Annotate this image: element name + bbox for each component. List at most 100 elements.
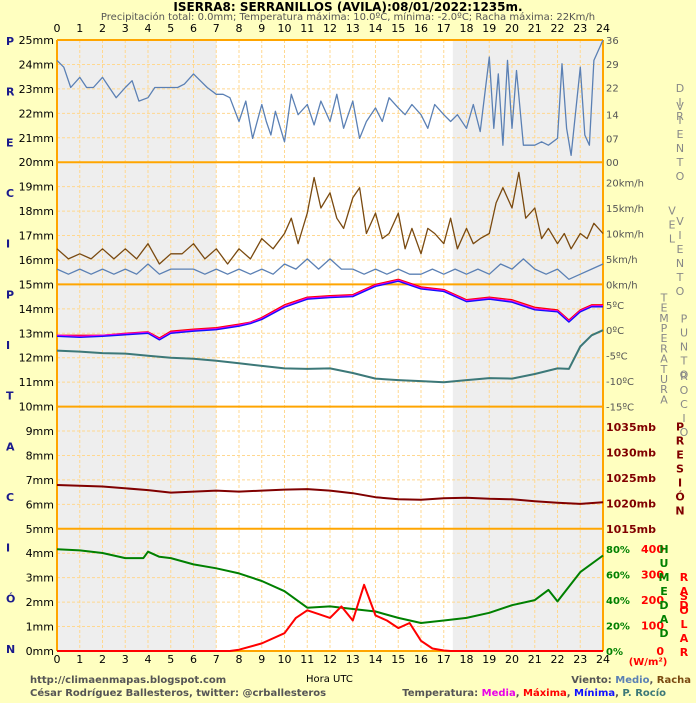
x-tick-bottom-15: 15 bbox=[391, 653, 405, 666]
temperature-tick-0: 5ºC bbox=[606, 301, 624, 312]
label-presion-2: E bbox=[676, 449, 684, 462]
humidity_solar-tick-3: 20% bbox=[606, 622, 630, 633]
precip-tick-19: 19mm bbox=[19, 181, 54, 194]
wind_speed-tick-0: 20km/h bbox=[606, 179, 644, 190]
precip-tick-18: 18mm bbox=[19, 205, 54, 218]
label-punto-0: P bbox=[681, 313, 688, 326]
label-humedad-5: A bbox=[660, 613, 669, 626]
label-temperatura-5: R bbox=[660, 342, 668, 355]
x-tick-top-4: 4 bbox=[145, 22, 152, 35]
temperature-tick-3: -10ºC bbox=[606, 377, 634, 388]
precip-tick-9: 9mm bbox=[26, 425, 54, 438]
x-tick-bottom-5: 5 bbox=[167, 653, 174, 666]
wind_direction-tick-1: 29 bbox=[606, 60, 619, 71]
x-tick-bottom-7: 7 bbox=[213, 653, 220, 666]
x-tick-bottom-10: 10 bbox=[278, 653, 292, 666]
x-tick-top-5: 5 bbox=[167, 22, 174, 35]
pressure-tick-0: 1035mb bbox=[606, 421, 656, 434]
wind_direction-tick-3: 14 bbox=[606, 111, 619, 122]
label-presion-1: R bbox=[676, 435, 685, 448]
temp-legend-sep1: , bbox=[515, 688, 524, 699]
x-tick-bottom-17: 17 bbox=[437, 653, 451, 666]
x-tick-bottom-23: 23 bbox=[573, 653, 587, 666]
x-tick-top-17: 17 bbox=[437, 22, 451, 35]
x-tick-top-13: 13 bbox=[346, 22, 360, 35]
precip-tick-22: 22mm bbox=[19, 107, 54, 120]
label-rad-1: A bbox=[680, 585, 689, 598]
x-tick-top-7: 7 bbox=[213, 22, 220, 35]
solar-tick-1: 300 bbox=[641, 569, 664, 582]
solar-tick-4: 0 bbox=[656, 645, 664, 658]
x-tick-bottom-6: 6 bbox=[190, 653, 197, 666]
wind_speed-series-mean bbox=[56, 258, 604, 280]
x-tick-top-11: 11 bbox=[300, 22, 314, 35]
x-tick-bottom-8: 8 bbox=[236, 653, 243, 666]
side-letter-5: P bbox=[6, 288, 14, 301]
label-viento-1-1: I bbox=[678, 114, 681, 127]
x-tick-bottom-24: 24 bbox=[596, 653, 610, 666]
precip-tick-4: 4mm bbox=[26, 547, 54, 560]
footer-author: César Rodríguez Ballesteros, twitter: @c… bbox=[30, 688, 327, 699]
temperature-series-max bbox=[57, 278, 603, 339]
humidity_solar-tick-0: 80% bbox=[606, 545, 630, 556]
temp-legend-prefix: Temperatura: bbox=[402, 688, 482, 699]
pressure-tick-3: 1020mb bbox=[606, 497, 656, 510]
pressure-tick-4: 1015mb bbox=[606, 523, 656, 536]
precip-tick-16: 16mm bbox=[19, 254, 54, 267]
precip-tick-6: 6mm bbox=[26, 498, 54, 511]
label-solar-2: L bbox=[680, 618, 687, 631]
wind-legend-sep: , bbox=[649, 675, 657, 686]
solar-tick-3: 100 bbox=[641, 620, 664, 633]
label-dir-0: D bbox=[676, 82, 684, 95]
temp-legend-dew: P. Rocío bbox=[622, 688, 666, 699]
precip-tick-11: 11mm bbox=[19, 376, 54, 389]
temp-legend-sep2: , bbox=[566, 688, 575, 699]
temperature-tick-4: -15ºC bbox=[606, 403, 634, 414]
label-presion-5: Ó bbox=[675, 491, 684, 504]
footer-url[interactable]: http://climaenmapas.blogspot.com bbox=[30, 675, 227, 686]
x-tick-bottom-21: 21 bbox=[528, 653, 542, 666]
side-letter-2: E bbox=[6, 136, 14, 149]
label-dir-2: R bbox=[676, 110, 684, 123]
x-axis-label: Hora UTC bbox=[306, 674, 353, 685]
x-tick-top-0: 0 bbox=[54, 22, 61, 35]
label-punto-3: T bbox=[680, 355, 688, 368]
label-temperatura-0: T bbox=[660, 291, 668, 304]
side-letter-7: T bbox=[6, 390, 14, 403]
precip-tick-3: 3mm bbox=[26, 572, 54, 585]
precip-tick-8: 8mm bbox=[26, 449, 54, 462]
side-letter-3: C bbox=[6, 187, 14, 200]
wind_direction-series-dir bbox=[56, 39, 604, 157]
wind_speed-series-gust bbox=[56, 171, 604, 265]
temperature-series-dew bbox=[56, 329, 604, 384]
wind_direction-tick-2: 22 bbox=[606, 84, 619, 95]
precip-tick-2: 2mm bbox=[26, 596, 54, 609]
temp-legend-sep3: , bbox=[615, 688, 623, 699]
label-rad-2: D bbox=[679, 599, 688, 612]
x-tick-bottom-19: 19 bbox=[482, 653, 496, 666]
label-viento-2-3: N bbox=[676, 257, 684, 270]
humidity_solar-series-hum bbox=[56, 548, 604, 624]
x-tick-top-9: 9 bbox=[258, 22, 265, 35]
x-tick-bottom-13: 13 bbox=[346, 653, 360, 666]
temp-legend-max: Máxima bbox=[523, 688, 567, 699]
x-tick-bottom-22: 22 bbox=[551, 653, 565, 666]
label-rocio-2: C bbox=[680, 398, 688, 411]
label-viento-1-0: V bbox=[676, 100, 684, 113]
x-tick-bottom-12: 12 bbox=[323, 653, 337, 666]
x-tick-top-23: 23 bbox=[573, 22, 587, 35]
label-solar-3: A bbox=[680, 632, 689, 645]
x-tick-top-2: 2 bbox=[99, 22, 106, 35]
temperature-tick-1: 0ºC bbox=[606, 326, 624, 337]
x-tick-bottom-11: 11 bbox=[300, 653, 314, 666]
humidity_solar-tick-4: 0% bbox=[606, 647, 623, 658]
x-tick-bottom-1: 1 bbox=[76, 653, 83, 666]
label-temperatura-2: M bbox=[659, 312, 669, 325]
label-humedad-2: M bbox=[659, 571, 670, 584]
x-tick-top-20: 20 bbox=[505, 22, 519, 35]
label-punto-4: O bbox=[680, 369, 689, 382]
precip-tick-21: 21mm bbox=[19, 132, 54, 145]
night-shade-0 bbox=[57, 40, 217, 651]
precip-tick-15: 15mm bbox=[19, 278, 54, 291]
